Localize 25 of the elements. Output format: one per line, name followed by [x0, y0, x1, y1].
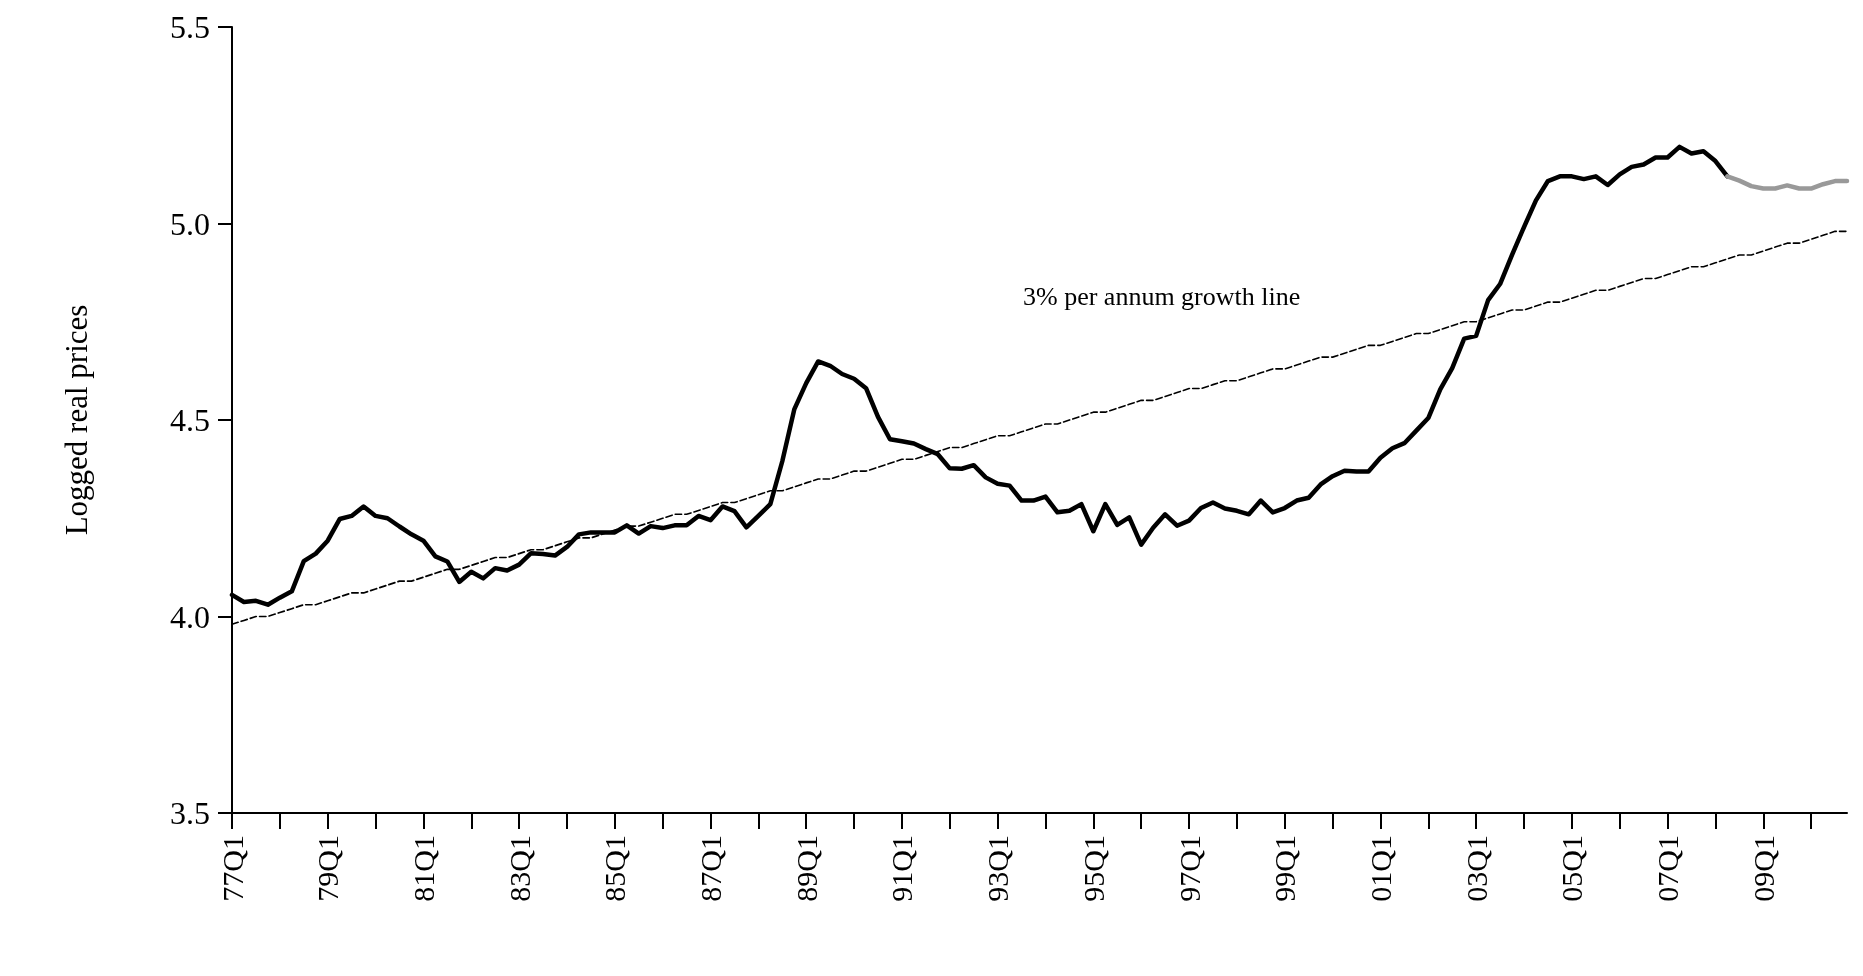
x-tick-label: 95Q1 — [1076, 835, 1110, 902]
x-tick-label: 85Q1 — [598, 835, 632, 902]
x-tick-label: 09Q1 — [1746, 835, 1780, 902]
x-tick-label: 91Q1 — [885, 835, 919, 902]
x-tick-label: 79Q1 — [311, 835, 345, 902]
y-tick-label: 5.5 — [170, 9, 210, 45]
y-tick-label: 4.0 — [170, 598, 210, 635]
line-series — [1725, 174, 1850, 191]
x-tick-label: 97Q1 — [1172, 835, 1206, 902]
x-tick-label: 99Q1 — [1268, 835, 1302, 902]
y-axis-title: Logged real prices — [59, 304, 94, 536]
x-tick-label: 77Q1 — [215, 835, 249, 902]
annotation: 3% per annum growth line — [1023, 281, 1301, 311]
x-tick-label: 83Q1 — [502, 835, 536, 902]
x-tick-label: 89Q1 — [789, 835, 823, 902]
x-tick-label: 93Q1 — [981, 835, 1015, 902]
y-tick-label: 3.5 — [170, 795, 210, 831]
x-tick-label: 01Q1 — [1363, 835, 1397, 902]
x-tick-label: 05Q1 — [1555, 835, 1589, 902]
y-tick-label: 5.0 — [170, 205, 210, 242]
x-tick-label: 03Q1 — [1459, 835, 1493, 902]
y-tick-label: 4.5 — [170, 402, 210, 438]
x-tick-label: 81Q1 — [406, 835, 440, 902]
x-tick-label: 07Q1 — [1651, 835, 1685, 902]
x-tick-label: 87Q1 — [694, 835, 728, 902]
